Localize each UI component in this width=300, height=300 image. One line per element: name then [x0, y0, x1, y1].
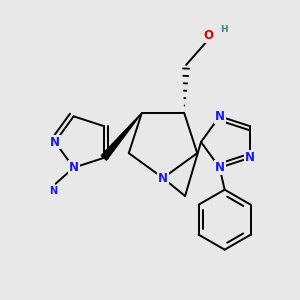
Text: N: N: [50, 186, 58, 196]
Text: H: H: [220, 26, 228, 34]
Text: N: N: [245, 152, 255, 164]
Polygon shape: [101, 113, 142, 160]
Text: N: N: [215, 110, 225, 123]
Text: O: O: [203, 29, 213, 42]
Text: N: N: [215, 161, 225, 174]
Text: N: N: [50, 136, 60, 148]
Text: N: N: [69, 161, 79, 174]
Text: N: N: [158, 172, 168, 184]
